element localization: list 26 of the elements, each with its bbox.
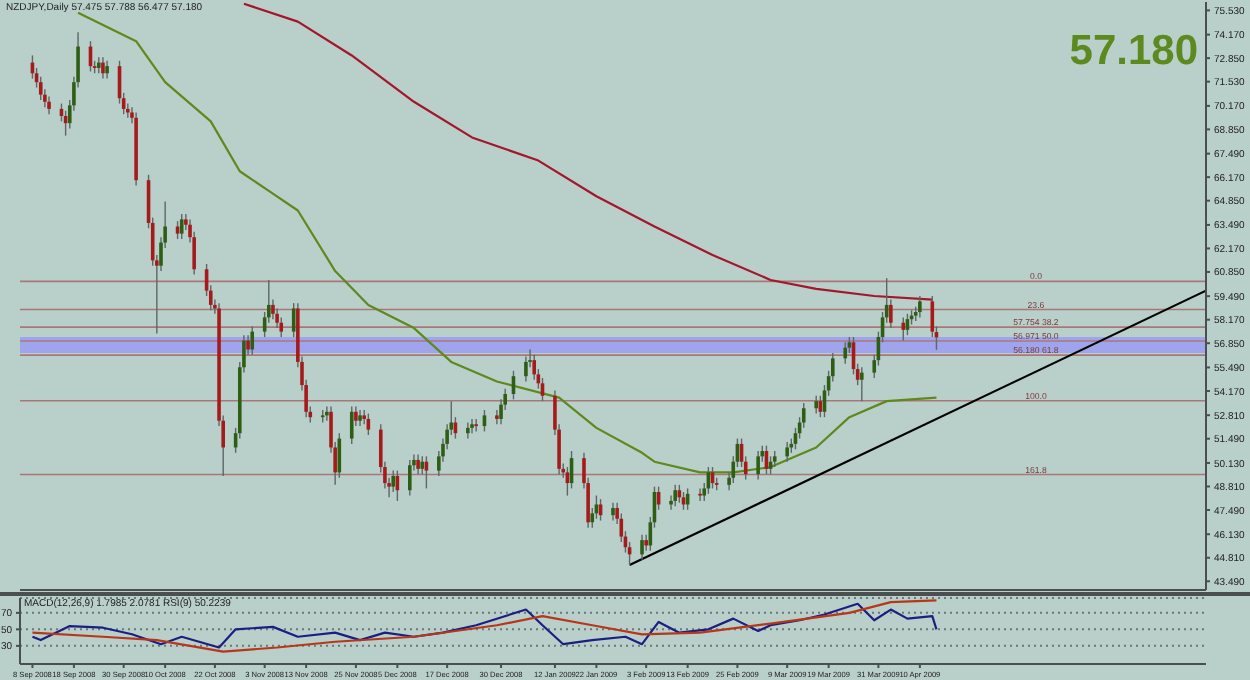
candlestick [179,213,184,240]
candlestick [640,534,644,561]
candlestick [349,405,354,445]
candlestick [101,56,105,80]
candlestick [275,307,279,329]
candlestick [38,76,43,101]
annotation: 57.180 [1069,28,1198,76]
candlestick [698,487,702,502]
candlestick [785,441,789,463]
candlestick [391,469,396,493]
candlestick [532,354,537,381]
candlestick [416,453,420,475]
candlestick [756,450,760,481]
candlestick [470,418,474,434]
candlestick [474,418,478,433]
candlestick [466,421,470,440]
candlestick [358,409,362,427]
candlestick [524,355,528,383]
candlestick [918,295,922,319]
candlestick [860,366,864,402]
candlestick [250,325,255,356]
candlestick [843,341,848,365]
candlestick [279,316,284,338]
candlestick [408,459,412,497]
candlestick [901,316,906,342]
candlestick [673,484,677,507]
